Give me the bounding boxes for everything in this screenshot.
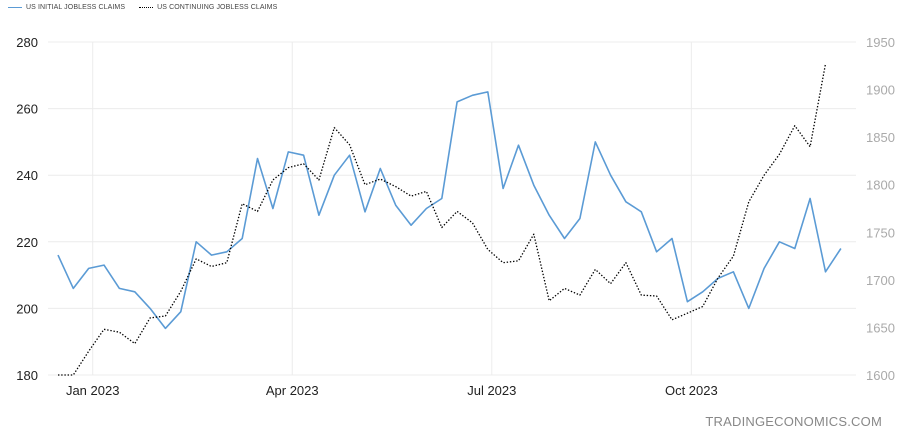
left-tick-label: 240: [16, 168, 38, 183]
grid: [48, 41, 856, 376]
series-line-continuing[interactable]: [58, 63, 827, 376]
series-layer: [57, 63, 842, 376]
right-tick-label: 1850: [866, 130, 895, 145]
right-tick-label: 1950: [866, 35, 895, 50]
right-y-axis: 1600 1650 1700 1750 1800 1850 1900 1950: [866, 35, 895, 383]
right-tick-label: 1700: [866, 273, 895, 288]
left-tick-label: 260: [16, 102, 38, 117]
right-tick-label: 1900: [866, 83, 895, 98]
left-tick-label: 200: [16, 301, 38, 316]
left-tick-label: 220: [16, 235, 38, 250]
watermark: TRADINGECONOMICS.COM: [705, 414, 882, 429]
x-tick-label: Jan 2023: [66, 383, 120, 398]
x-tick-label: Oct 2023: [665, 383, 718, 398]
left-tick-label: 180: [16, 368, 38, 383]
series-line-initial[interactable]: [57, 91, 842, 330]
left-y-axis: 180 200 220 240 260 280: [16, 35, 38, 383]
x-axis: Jan 2023 Apr 2023 Jul 2023 Oct 2023: [66, 383, 718, 398]
right-tick-label: 1600: [866, 368, 895, 383]
right-tick-label: 1800: [866, 178, 895, 193]
legend-item-initial[interactable]: US INITIAL JOBLESS CLAIMS: [8, 4, 125, 11]
legend-label-continuing: US CONTINUING JOBLESS CLAIMS: [157, 4, 278, 11]
legend-item-continuing[interactable]: US CONTINUING JOBLESS CLAIMS: [139, 4, 277, 11]
legend-swatch-initial: [8, 7, 22, 8]
x-tick-label: Jul 2023: [467, 383, 516, 398]
right-tick-label: 1750: [866, 225, 895, 240]
legend-label-initial: US INITIAL JOBLESS CLAIMS: [26, 4, 126, 11]
legend-swatch-continuing: [139, 7, 154, 8]
legend: US INITIAL JOBLESS CLAIMS US CONTINUING …: [8, 4, 277, 11]
left-tick-label: 280: [16, 35, 38, 50]
x-tick-label: Apr 2023: [266, 383, 319, 398]
right-tick-label: 1650: [866, 320, 895, 335]
